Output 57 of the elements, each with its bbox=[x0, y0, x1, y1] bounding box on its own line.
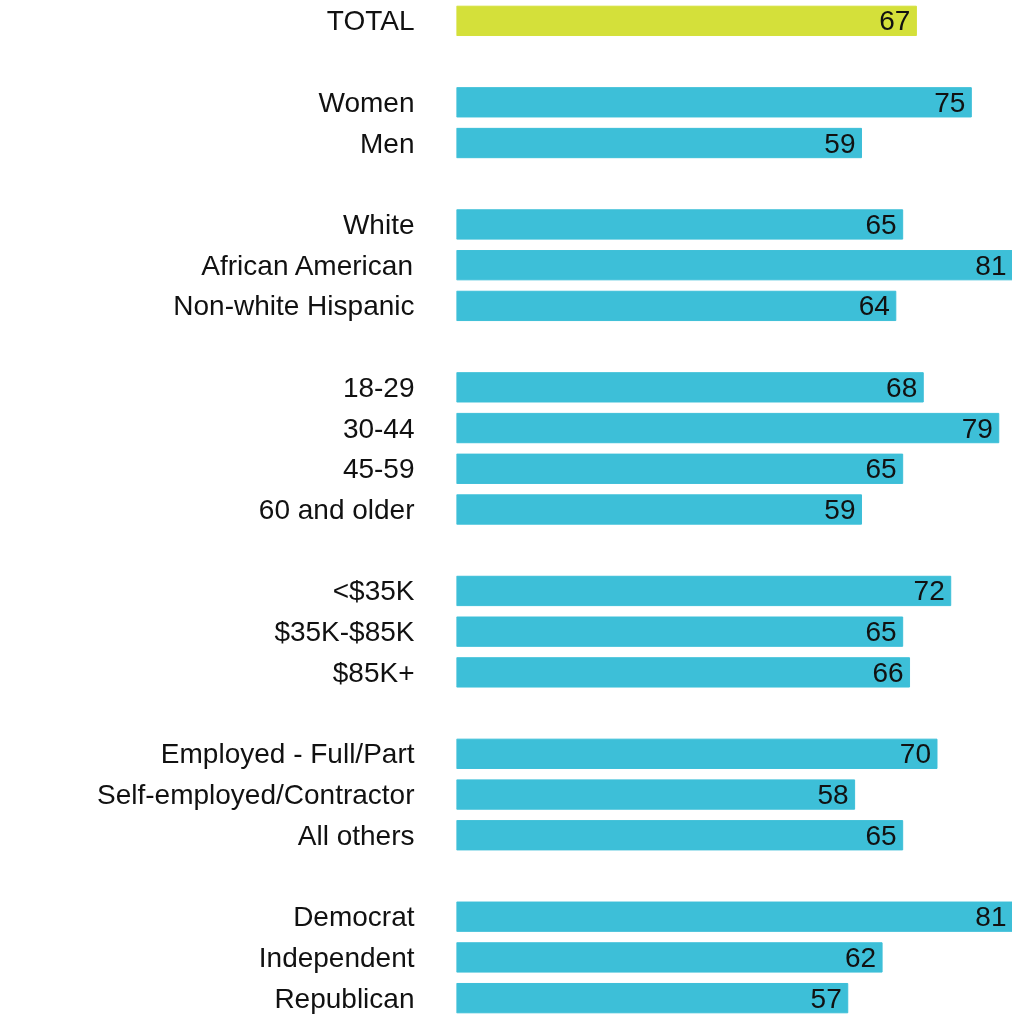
y-tick-label: TOTAL bbox=[326, 5, 415, 37]
data-label: 59 bbox=[824, 494, 856, 525]
y-tick-label: 18-29 bbox=[342, 371, 415, 403]
data-label: 65 bbox=[865, 616, 897, 648]
data-label: 66 bbox=[872, 656, 904, 688]
bar bbox=[456, 250, 1012, 281]
bar bbox=[456, 209, 904, 240]
y-tick-label: Self-employed/Contractor bbox=[97, 779, 415, 811]
y-tick-label: Employed - Full/Part bbox=[160, 738, 415, 770]
data-label: 59 bbox=[824, 127, 856, 159]
bar bbox=[456, 290, 897, 322]
y-tick-label: Independent bbox=[258, 941, 415, 973]
y-tick-label: $35K-$85K bbox=[274, 616, 415, 648]
bar bbox=[456, 901, 1012, 932]
data-label: 75 bbox=[934, 86, 966, 118]
data-label: 65 bbox=[865, 453, 897, 485]
y-tick-label: <$35K bbox=[332, 575, 415, 607]
y-tick-label: White bbox=[342, 208, 415, 240]
y-tick-label: Democrat bbox=[293, 901, 415, 933]
data-label: 62 bbox=[844, 941, 877, 973]
bar bbox=[456, 5, 917, 37]
bar bbox=[456, 494, 862, 525]
data-label: 57 bbox=[810, 982, 842, 1014]
bar bbox=[456, 738, 938, 769]
y-tick-label: Women bbox=[318, 86, 415, 118]
bar bbox=[456, 657, 911, 688]
bar bbox=[456, 453, 904, 484]
bar bbox=[456, 575, 952, 607]
bar bbox=[456, 616, 904, 647]
bar bbox=[456, 372, 924, 403]
data-label: 81 bbox=[975, 249, 1007, 281]
bar bbox=[456, 412, 1000, 444]
y-tick-label: $85K+ bbox=[332, 656, 415, 688]
y-tick-label: Republican bbox=[274, 982, 415, 1014]
y-tick-label: 30-44 bbox=[342, 412, 415, 444]
bar bbox=[456, 87, 972, 118]
y-tick-label: African American bbox=[201, 249, 413, 281]
data-label: 72 bbox=[913, 575, 945, 607]
data-label: 65 bbox=[865, 819, 897, 851]
y-tick-label: All others bbox=[297, 819, 415, 851]
bar bbox=[456, 779, 856, 810]
bar bbox=[456, 127, 862, 159]
data-label: 67 bbox=[879, 5, 911, 37]
data-label: 64 bbox=[858, 290, 890, 322]
data-label: 68 bbox=[886, 371, 918, 403]
bar bbox=[456, 982, 849, 1014]
bar bbox=[456, 820, 904, 851]
y-tick-label: Men bbox=[360, 127, 415, 159]
data-label: 81 bbox=[975, 901, 1007, 933]
data-label: 58 bbox=[817, 779, 849, 811]
bar bbox=[456, 942, 883, 973]
y-tick-label: 60 and older bbox=[258, 494, 415, 525]
data-label: 65 bbox=[865, 208, 897, 240]
y-tick-label: 45-59 bbox=[342, 453, 415, 485]
data-label: 70 bbox=[899, 738, 932, 770]
y-tick-label: Non-white Hispanic bbox=[173, 290, 415, 322]
data-label: 79 bbox=[961, 412, 993, 444]
